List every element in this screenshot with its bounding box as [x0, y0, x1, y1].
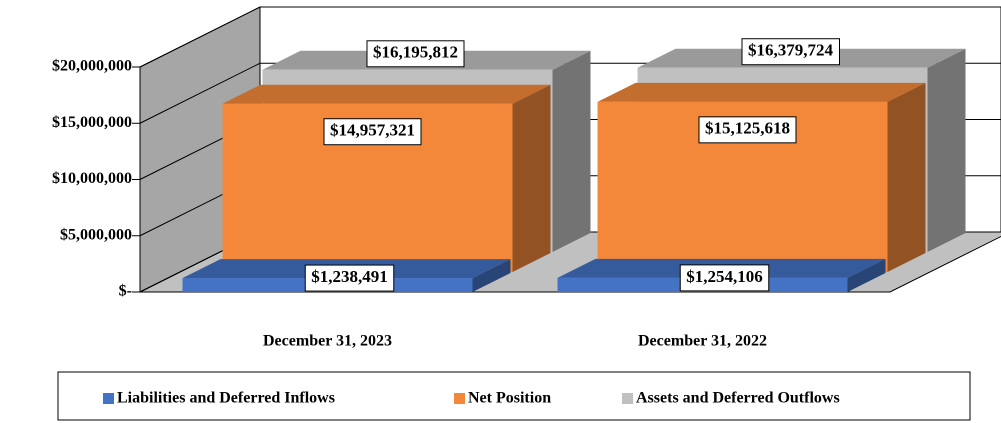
data-label-text: $14,957,321 [330, 121, 415, 140]
data-label: $16,379,724 [741, 38, 840, 66]
data-label-box [741, 38, 840, 66]
data-label-text: $16,195,812 [373, 43, 458, 62]
legend-label: Net Position [468, 390, 551, 407]
y-tick-label: $5,000,000 [60, 226, 132, 243]
legend-label: Liabilities and Deferred Inflows [117, 390, 335, 407]
data-label-text: $1,254,106 [686, 267, 763, 286]
data-label-box [323, 118, 422, 146]
grid-line [139, 6, 261, 68]
y-tick-label: $15,000,000 [52, 114, 132, 131]
y-tick-label: $20,000,000 [52, 58, 132, 75]
x-tick-label: December 31, 2022 [638, 333, 767, 350]
bar-top [597, 82, 926, 102]
legend-swatch [103, 393, 114, 404]
legend-swatch [622, 393, 633, 404]
bar-side [472, 259, 511, 292]
data-label: $1,238,491 [304, 264, 395, 292]
bar-side [512, 84, 551, 273]
y-tick-label: $10,000,000 [52, 170, 132, 187]
bar [597, 82, 926, 273]
data-label-text: $16,379,724 [748, 41, 834, 60]
bar-side [887, 82, 926, 273]
data-label-text: $15,125,618 [705, 119, 790, 138]
data-label: $1,254,106 [679, 264, 770, 292]
bar [222, 84, 551, 273]
data-label: $14,957,321 [323, 118, 422, 146]
bar-top [222, 84, 551, 104]
data-label: $15,125,618 [698, 116, 797, 144]
bar-side [927, 48, 966, 252]
bar-side [552, 50, 591, 252]
data-label-box [304, 264, 395, 292]
data-label-box [698, 116, 797, 144]
x-tick-label: December 31, 2023 [263, 333, 392, 350]
y-tick-label: $- [119, 283, 132, 300]
bar-side [847, 258, 886, 292]
legend-label: Assets and Deferred Outflows [636, 390, 840, 407]
data-label-text: $1,238,491 [311, 267, 388, 286]
legend [57, 371, 971, 421]
data-label-box [366, 40, 465, 68]
grid-line [139, 62, 261, 124]
data-label-box [679, 264, 770, 292]
data-label: $16,195,812 [366, 40, 465, 68]
legend-swatch [454, 393, 465, 404]
